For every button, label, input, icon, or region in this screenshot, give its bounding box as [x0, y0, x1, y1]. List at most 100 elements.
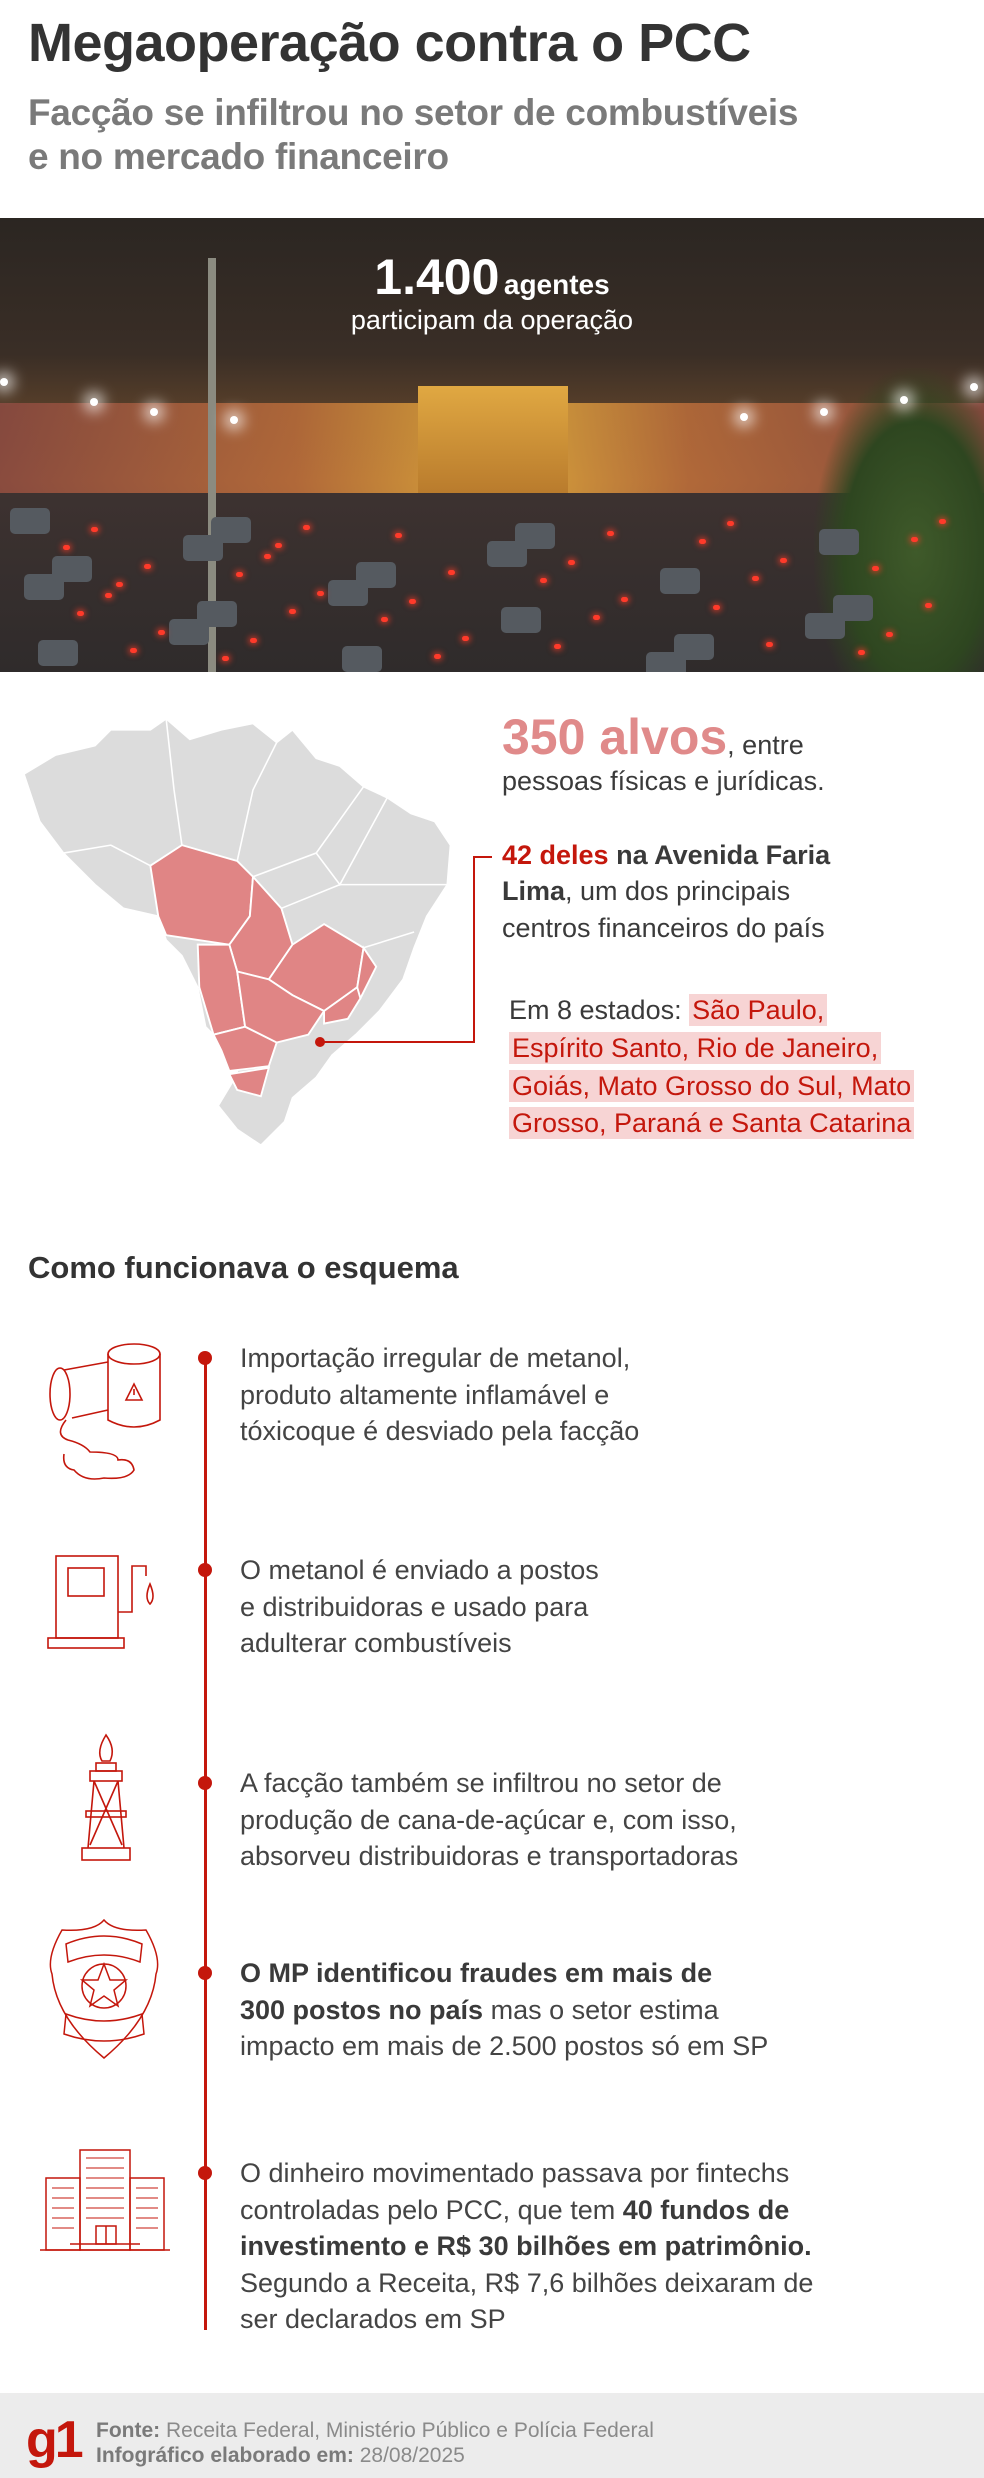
car-light — [540, 578, 547, 583]
office-buildings-icon — [40, 2149, 170, 2251]
car-light — [116, 582, 123, 587]
car-light — [289, 609, 296, 614]
step-text-segment: e distribuidoras e usado para — [240, 1591, 589, 1622]
faria-place: na Avenida Faria — [608, 840, 831, 870]
car-light — [886, 632, 893, 637]
step-line: tóxicoque é desviado pela facção — [240, 1413, 639, 1450]
step-line: adulterar combustíveis — [240, 1625, 599, 1662]
step-text-segment: controladas pelo PCC, que tem — [240, 2194, 623, 2225]
states-list-1: São Paulo, — [689, 994, 828, 1026]
agents-number: 1.400 — [374, 249, 500, 305]
step-text-segment: O dinheiro movimentado passava por finte… — [240, 2158, 790, 2188]
car-light — [621, 597, 628, 602]
step-text-segment: adulterar combustíveis — [240, 1628, 512, 1658]
car — [660, 568, 700, 594]
subtitle-line-2: e no mercado financeiro — [28, 136, 449, 177]
state-santa-catarina — [227, 1066, 271, 1098]
step-text-segment: impacto em mais de 2.500 postos só em SP — [240, 2031, 769, 2061]
step-text-bold: O MP identificou fraudes em mais de — [240, 1958, 713, 1988]
subtitle-line-1: Facção se infiltrou no setor de combustí… — [28, 92, 799, 133]
state-mato-grosso — [149, 844, 254, 946]
step-text-bold: investimento e R$ 30 bilhões em patrimôn… — [240, 2231, 812, 2261]
car-light — [317, 591, 324, 596]
agents-caption: participam da operação — [350, 305, 634, 335]
floodlight — [150, 408, 158, 416]
targets-line2: pessoas físicas e jurídicas. — [502, 766, 825, 796]
step-text-segment: produção de cana-de-açúcar e, com isso, — [240, 1804, 737, 1835]
car-light — [939, 519, 946, 524]
date-label: Infográfico elaborado em: — [96, 2444, 354, 2467]
states-prefix: Em 8 estados: — [509, 995, 682, 1025]
step-text-bold: 40 fundos de — [622, 2194, 790, 2225]
faria-line2: Lima, um dos principais — [502, 876, 790, 907]
step-text-segment: ser declarados em SP — [240, 2304, 506, 2334]
targets-number: 350 alvos — [502, 709, 728, 765]
faria-line3: centros financeiros do país — [502, 913, 825, 943]
car-light — [77, 611, 84, 616]
scheme-step-text: Importação irregular de metanol, produto … — [240, 1340, 639, 1450]
methanol-barrel-icon — [49, 1343, 161, 1480]
car — [356, 562, 396, 588]
car — [342, 646, 382, 672]
car-light — [780, 558, 787, 563]
car-light — [158, 630, 165, 635]
car-light — [911, 537, 918, 542]
footer — [0, 2393, 984, 2478]
oil-derrick-flame-icon — [81, 1733, 131, 1861]
floodlight — [90, 398, 98, 406]
car — [52, 556, 92, 582]
states-list-4: Grosso, Paraná e Santa Catarina — [509, 1107, 915, 1139]
step-text-segment: absorveu distribuidoras e transportadora… — [240, 1841, 739, 1871]
car-light — [872, 566, 879, 571]
page-title: Megaoperação contra o PCC — [28, 13, 751, 73]
timeline-line — [204, 1356, 207, 2330]
police-badge-icon — [49, 1918, 159, 2059]
car-light — [275, 543, 282, 548]
state-parana — [212, 1025, 278, 1073]
step-line: O metanol é enviado a postos — [240, 1552, 599, 1589]
brazil-map — [23, 717, 452, 1147]
car-light — [303, 525, 310, 530]
car-light — [236, 572, 243, 577]
scheme-step-text: A facção também se infiltrou no setor de… — [240, 1765, 738, 1875]
footer-date: Infográfico elaborado em: 28/08/2025 — [96, 2444, 465, 2468]
car-light — [858, 650, 865, 655]
step-line: produto altamente inflamável e — [240, 1377, 639, 1414]
faria-line1: 42 deles na Avenida Faria — [502, 840, 830, 871]
car — [833, 595, 873, 621]
step-line: A facção também se infiltrou no setor de — [240, 1765, 738, 1802]
timeline-dot — [198, 1351, 212, 1365]
timeline-dot — [198, 2166, 212, 2180]
scheme-step-text: O MP identificou fraudes em mais de 300 p… — [240, 1955, 768, 2065]
floodlight — [230, 416, 238, 424]
car-light — [264, 554, 271, 559]
states-line4: Grosso, Paraná e Santa Catarina — [509, 1107, 915, 1139]
car-light — [395, 533, 402, 538]
scheme-title: Como funcionava o esquema — [28, 1250, 459, 1285]
car-light — [250, 638, 257, 643]
states-line3: Goiás, Mato Grosso do Sul, Mato — [509, 1070, 915, 1102]
source-value: Receita Federal, Ministério Público e Po… — [160, 2419, 654, 2442]
step-line: Segundo a Receita, R$ 7,6 bilhões deixar… — [240, 2265, 813, 2302]
step-line: investimento e R$ 30 bilhões em patrimôn… — [240, 2228, 813, 2265]
states-line2: Espírito Santo, Rio de Janeiro, — [509, 1032, 882, 1064]
car-light — [752, 576, 759, 581]
source-label: Fonte: — [96, 2419, 161, 2442]
scheme-step-text: O dinheiro movimentado passava por finte… — [240, 2155, 813, 2338]
fuel-pump-icon — [47, 1555, 154, 1649]
car-light — [462, 636, 469, 641]
targets-after: , entre — [727, 730, 804, 760]
car-light — [713, 605, 720, 610]
timeline-dot — [198, 1563, 212, 1577]
step-line: controladas pelo PCC, que tem 40 fundos … — [240, 2192, 813, 2229]
car-light — [130, 648, 137, 653]
step-text-segment: A facção também se infiltrou no setor de — [240, 1768, 722, 1798]
agents-unit: agentes — [503, 269, 610, 300]
step-line: 300 postos no país mas o setor estima — [240, 1992, 768, 2029]
car-light — [568, 560, 575, 565]
g1-logo: g1 — [26, 2411, 84, 2469]
step-text-segment: tóxicoque é desviado pela facção — [240, 1416, 640, 1446]
agents-count: 1.400 agentes — [0, 248, 984, 306]
floodlight — [0, 378, 8, 386]
step-text-segment: Segundo a Receita, R$ 7,6 bilhões deixar… — [240, 2267, 814, 2298]
